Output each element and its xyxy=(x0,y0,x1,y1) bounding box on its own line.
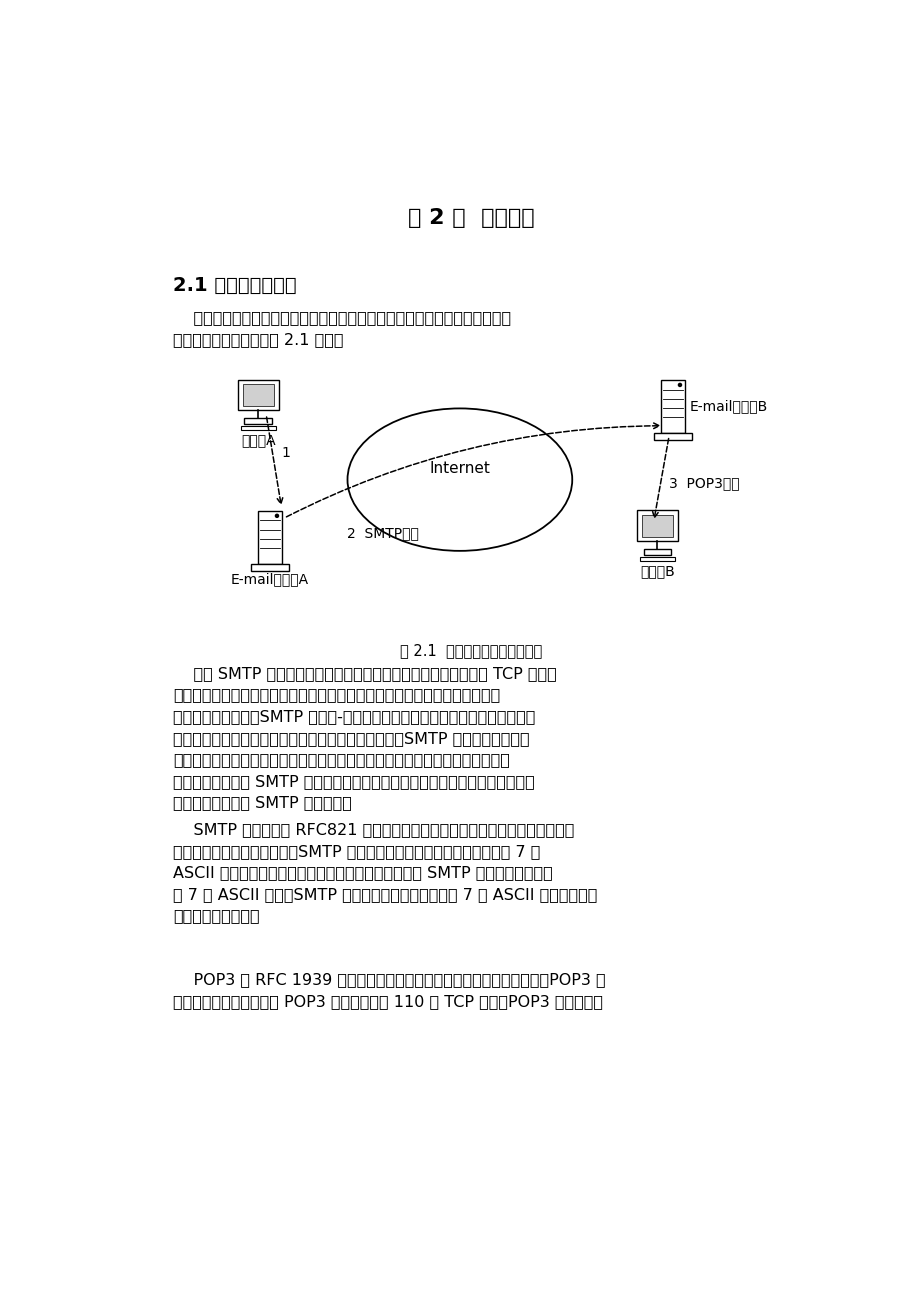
Text: 其中 SMTP 是因特网电子邮件系统重要的应用层协议。它使用由 TCP 提供的: 其中 SMTP 是因特网电子邮件系统重要的应用层协议。它使用由 TCP 提供的 xyxy=(173,667,556,681)
Text: 解码成二进制数据。: 解码成二进制数据。 xyxy=(173,909,259,923)
Text: 整个电子邮件系统由电子邮件服务器端和电子邮件客户端组成，其工作过程: 整个电子邮件系统由电子邮件服务器端和电子邮件客户端组成，其工作过程 xyxy=(173,310,511,326)
Bar xyxy=(641,516,673,536)
Bar xyxy=(238,380,278,410)
Text: 始于用户代理打开一个到 POP3 服务器端口号 110 的 TCP 连接。POP3 服务器与邮: 始于用户代理打开一个到 POP3 服务器端口号 110 的 TCP 连接。POP… xyxy=(173,993,603,1009)
Text: 1: 1 xyxy=(281,445,290,460)
Text: ASCII 字符格式。这个限制使得二进制多媒体数据在由 SMTP 传送之前必须编码: ASCII 字符格式。这个限制使得二进制多媒体数据在由 SMTP 传送之前必须编… xyxy=(173,866,552,880)
Bar xyxy=(643,549,671,555)
Text: 的客户端和收信人的邮件服务器执行的服务器端组成。SMTP 的客户端和服务器: 的客户端和收信人的邮件服务器执行的服务器端组成。SMTP 的客户端和服务器 xyxy=(173,730,529,746)
Text: 图 2.1  电子邮件系统工作过程图: 图 2.1 电子邮件系统工作过程图 xyxy=(400,643,542,658)
Text: 可靠的数据传输服务把邮件消息从发信人邮箱所在邮件服务器传送到收信人邮: 可靠的数据传输服务把邮件消息从发信人邮箱所在邮件服务器传送到收信人邮 xyxy=(173,687,500,703)
Bar xyxy=(653,432,691,440)
Bar xyxy=(251,564,289,572)
Text: 及一些涉及到的协议如图 2.1 所示：: 及一些涉及到的协议如图 2.1 所示： xyxy=(173,332,344,346)
Text: 箱所在邮件服务器。SMTP 是客户-服务器应用模式，由发信人的邮件服务器执行: 箱所在邮件服务器。SMTP 是客户-服务器应用模式，由发信人的邮件服务器执行 xyxy=(173,710,535,724)
Bar xyxy=(660,380,685,432)
Bar xyxy=(640,557,675,561)
Text: SMTP 规范定义在 RFC821 中，它的作用是把邮件消息从发信人的邮件服务器: SMTP 规范定义在 RFC821 中，它的作用是把邮件消息从发信人的邮件服务器 xyxy=(173,823,573,837)
Circle shape xyxy=(677,383,681,387)
Text: 成 7 位 ASCII 文本；SMTP 传送完毕之后，再把相应的 7 位 ASCII 文本邮件消息: 成 7 位 ASCII 文本；SMTP 传送完毕之后，再把相应的 7 位 ASC… xyxy=(173,887,596,902)
Text: 3  POP3协议: 3 POP3协议 xyxy=(668,477,739,491)
Circle shape xyxy=(275,514,278,517)
Text: 第 2 章  需求分析: 第 2 章 需求分析 xyxy=(408,208,534,228)
Bar xyxy=(257,512,282,564)
Bar xyxy=(637,510,677,542)
Text: 消息时，它是作为 SMTP 客户端。当一个邮件服务器从其它邮件服务器接收邮件: 消息时，它是作为 SMTP 客户端。当一个邮件服务器从其它邮件服务器接收邮件 xyxy=(173,773,534,789)
Text: 消息时，它是作为 SMTP 服务器端。: 消息时，它是作为 SMTP 服务器端。 xyxy=(173,796,352,810)
Text: 客户机A: 客户机A xyxy=(241,434,276,448)
Bar xyxy=(241,426,276,431)
Text: 2  SMTP协议: 2 SMTP协议 xyxy=(347,526,419,540)
Text: 客户机B: 客户机B xyxy=(640,564,675,578)
Text: E-mail服务器A: E-mail服务器A xyxy=(231,572,309,586)
Text: E-mail服务器B: E-mail服务器B xyxy=(689,400,767,414)
Text: 2.1 产品可行性分析: 2.1 产品可行性分析 xyxy=(173,276,297,296)
Text: 端同时运行在每个邮件服务器上。当一个邮件服务器向其它邮件服务器发送邮件: 端同时运行在每个邮件服务器上。当一个邮件服务器向其它邮件服务器发送邮件 xyxy=(173,753,509,767)
Bar xyxy=(244,418,272,424)
Text: 传送到收信人的邮件服务器。SMTP 限制所有邮件消息的信体必须是简单的 7 位: 传送到收信人的邮件服务器。SMTP 限制所有邮件消息的信体必须是简单的 7 位 xyxy=(173,844,540,859)
Text: Internet: Internet xyxy=(429,461,490,475)
Text: POP3 是 RFC 1939 中定义的一个简单的邮件访问协议，其功能有限。POP3 开: POP3 是 RFC 1939 中定义的一个简单的邮件访问协议，其功能有限。PO… xyxy=(173,973,605,987)
Bar xyxy=(243,384,274,406)
